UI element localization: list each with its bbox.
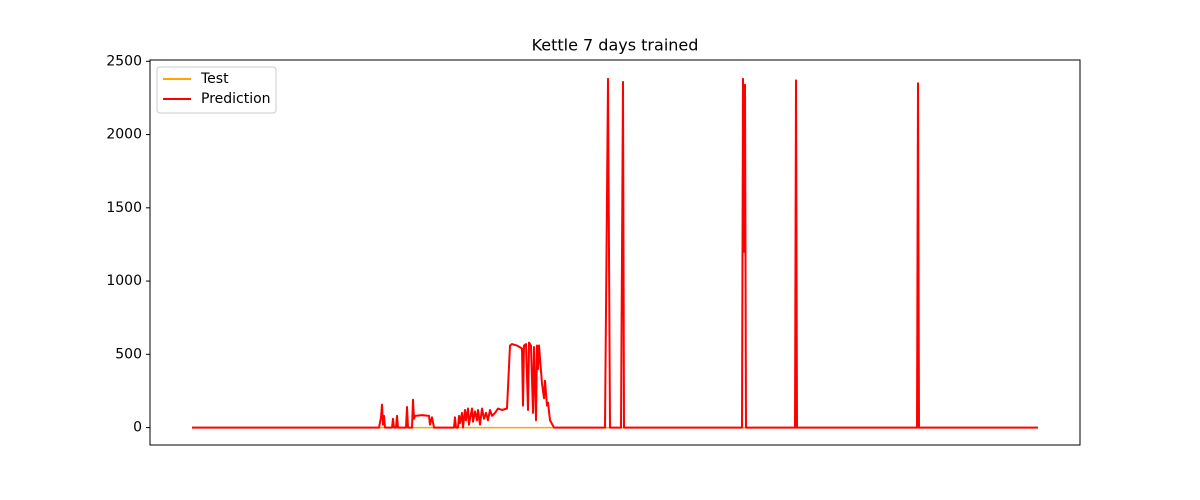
y-tick-label: 0 (133, 420, 142, 436)
y-tick-label: 500 (115, 346, 142, 362)
plot-frame (149, 59, 1081, 446)
series-line (192, 77, 1038, 429)
y-tick-label: 2500 (106, 53, 142, 69)
y-tick-label: 1000 (106, 273, 142, 289)
legend-label: Prediction (201, 91, 271, 107)
y-tick-label: 2000 (106, 127, 142, 143)
chart-title: Kettle 7 days trained (532, 36, 699, 55)
y-tick-label: 1500 (106, 200, 142, 216)
legend-label: Test (200, 71, 229, 87)
